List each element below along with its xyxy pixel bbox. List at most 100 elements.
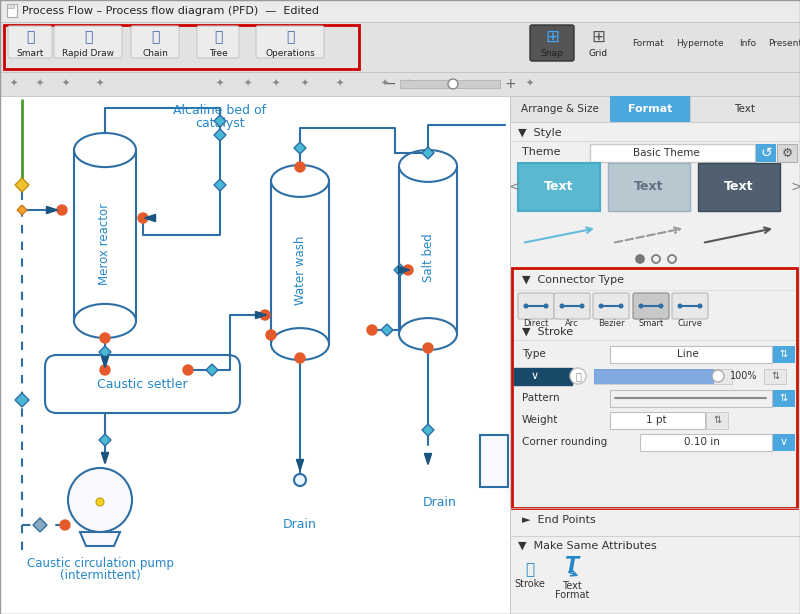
Text: ✦: ✦ <box>36 79 44 89</box>
Bar <box>512 268 797 508</box>
Text: ⬛: ⬛ <box>84 30 92 44</box>
Circle shape <box>698 303 702 308</box>
Text: Smart: Smart <box>16 49 44 58</box>
Text: ✦: ✦ <box>244 79 252 89</box>
Circle shape <box>570 368 586 384</box>
Circle shape <box>68 468 132 532</box>
Bar <box>399 166 457 334</box>
Text: Arrange & Size: Arrange & Size <box>521 104 599 114</box>
Circle shape <box>295 162 305 172</box>
Bar <box>271 181 329 344</box>
Text: ▼  Stroke: ▼ Stroke <box>522 327 573 337</box>
Text: ✦: ✦ <box>526 79 534 89</box>
Text: ⬛: ⬛ <box>286 30 294 44</box>
Text: Grid: Grid <box>589 49 607 58</box>
Text: Text: Text <box>634 181 664 193</box>
Text: Caustic circulation pump: Caustic circulation pump <box>26 558 174 570</box>
Text: Stroke: Stroke <box>514 579 546 589</box>
Text: Caustic settler: Caustic settler <box>97 378 188 391</box>
Circle shape <box>523 303 529 308</box>
Text: ✦: ✦ <box>272 79 280 89</box>
Text: Format: Format <box>628 104 672 114</box>
Circle shape <box>57 205 67 215</box>
FancyBboxPatch shape <box>131 26 179 58</box>
Text: ✦: ✦ <box>381 79 389 89</box>
Circle shape <box>618 303 623 308</box>
Text: Basic Theme: Basic Theme <box>633 148 699 158</box>
Circle shape <box>183 365 193 375</box>
Circle shape <box>678 303 682 308</box>
Polygon shape <box>422 424 434 436</box>
Text: ✦: ✦ <box>446 79 454 89</box>
Polygon shape <box>422 147 434 159</box>
Polygon shape <box>206 364 218 376</box>
Text: ✦: ✦ <box>96 79 104 89</box>
Text: Text: Text <box>562 581 582 591</box>
Ellipse shape <box>271 328 329 360</box>
Text: Corner rounding: Corner rounding <box>522 437 607 447</box>
Text: ↺: ↺ <box>760 146 772 160</box>
Bar <box>764 369 786 384</box>
Polygon shape <box>214 129 226 141</box>
Text: ✦: ✦ <box>336 79 344 89</box>
Text: −: − <box>384 77 396 91</box>
Polygon shape <box>145 214 155 222</box>
Text: Type: Type <box>522 349 546 359</box>
Circle shape <box>100 365 110 375</box>
Ellipse shape <box>399 150 457 182</box>
Circle shape <box>448 79 458 89</box>
Text: +: + <box>504 77 516 91</box>
Polygon shape <box>15 393 29 407</box>
Circle shape <box>367 325 377 335</box>
Bar <box>610 390 772 407</box>
Bar <box>0 96 510 614</box>
Bar <box>756 144 776 162</box>
Bar <box>594 369 732 384</box>
Text: Water wash: Water wash <box>294 236 306 305</box>
Circle shape <box>100 333 110 343</box>
Circle shape <box>260 310 270 320</box>
Polygon shape <box>255 311 266 319</box>
Text: ⇅: ⇅ <box>771 371 779 381</box>
Text: Rapid Draw: Rapid Draw <box>62 49 114 58</box>
Text: ⚙: ⚙ <box>782 147 793 160</box>
Text: ∨: ∨ <box>780 437 788 447</box>
Text: ⬛: ⬛ <box>151 30 159 44</box>
Polygon shape <box>46 206 58 214</box>
Circle shape <box>636 255 644 263</box>
Bar <box>773 346 795 363</box>
Text: Smart: Smart <box>638 319 664 327</box>
Bar <box>640 434 772 451</box>
Bar <box>510 96 800 614</box>
Polygon shape <box>294 142 306 154</box>
Bar <box>480 435 508 487</box>
Text: Text: Text <box>734 104 755 114</box>
Bar <box>777 144 797 162</box>
Text: Info: Info <box>739 39 757 47</box>
Polygon shape <box>33 518 47 532</box>
Text: Format: Format <box>632 39 664 47</box>
Bar <box>610 96 690 122</box>
Bar <box>0 22 800 72</box>
Text: ⊞: ⊞ <box>545 28 559 46</box>
Circle shape <box>598 303 603 308</box>
Polygon shape <box>425 454 431 465</box>
Bar <box>514 368 572 385</box>
Text: ✦: ✦ <box>62 79 70 89</box>
Text: ✦: ✦ <box>406 79 414 89</box>
Circle shape <box>96 498 104 506</box>
Text: ▼  Make Same Attributes: ▼ Make Same Attributes <box>518 541 657 551</box>
Text: ⇅: ⇅ <box>780 349 788 359</box>
Text: 〜: 〜 <box>526 562 534 578</box>
Circle shape <box>559 303 565 308</box>
Text: Salt bed: Salt bed <box>422 233 434 282</box>
Circle shape <box>266 330 276 340</box>
Bar <box>400 80 500 88</box>
Text: Text: Text <box>724 181 754 193</box>
Bar <box>74 150 136 321</box>
Text: Drain: Drain <box>423 497 457 510</box>
Polygon shape <box>102 357 109 368</box>
Text: Format: Format <box>555 590 589 600</box>
Circle shape <box>423 343 433 353</box>
Text: ⬛: ⬛ <box>214 30 222 44</box>
